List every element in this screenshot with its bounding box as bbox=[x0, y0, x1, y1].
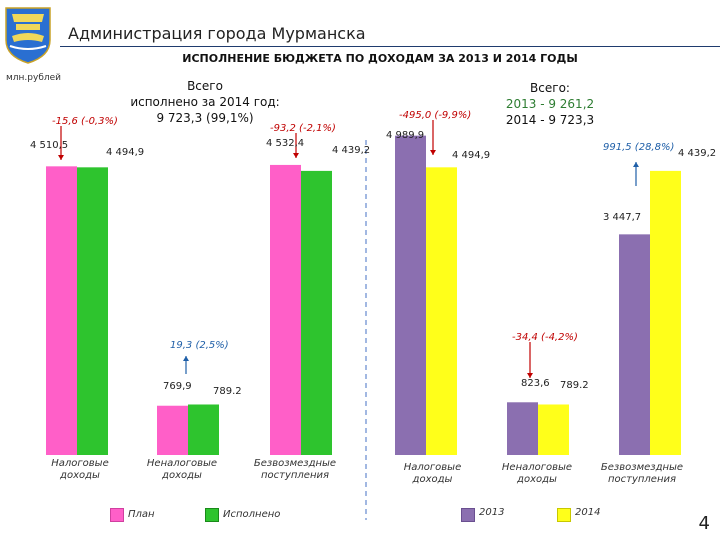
left-bar-2-0 bbox=[270, 164, 301, 456]
right-value-label-1-0: 823,6 bbox=[521, 378, 550, 389]
left-category-label-2: Безвозмездные поступления bbox=[253, 458, 337, 481]
unit-label: млн.рублей bbox=[6, 73, 62, 83]
right-value-label-2-1: 4 439,2 bbox=[678, 148, 717, 159]
legend-executed-swatch bbox=[205, 508, 219, 522]
right-bar-1-1 bbox=[538, 404, 569, 455]
right-bar-1-0 bbox=[507, 402, 538, 455]
left-change-note-0: -15,6 (-0,3%) bbox=[52, 116, 118, 127]
left-bar-1-1 bbox=[188, 404, 219, 455]
right-bar-0-0 bbox=[395, 135, 426, 455]
right-change-arrowhead-0 bbox=[430, 150, 436, 155]
right-category-label-0: Налоговые доходы bbox=[403, 462, 462, 485]
right-value-label-1-1: 789.2 bbox=[560, 380, 589, 391]
total-right-line2: 2013 - 9 261,2 bbox=[505, 97, 595, 111]
legend-executed-label: Исполнено bbox=[223, 509, 281, 520]
total-right-line1: Всего: bbox=[530, 81, 570, 95]
city-emblem-icon bbox=[5, 7, 51, 64]
legend-plan-swatch bbox=[110, 508, 124, 522]
right-change-note-2: 991,5 (28,8%) bbox=[603, 142, 675, 153]
total-left-block: Всего исполнено за 2014 год: 9 723,3 (99… bbox=[120, 78, 290, 126]
left-change-note-1: 19,3 (2,5%) bbox=[170, 340, 229, 351]
right-bar-2-0 bbox=[619, 234, 650, 455]
right-bar-2-1 bbox=[650, 170, 681, 455]
left-change-note-2: -93,2 (-2,1%) bbox=[270, 123, 336, 134]
slide-title: ИСПОЛНЕНИЕ БЮДЖЕТА ПО ДОХОДАМ ЗА 2013 И … bbox=[182, 52, 578, 65]
right-change-arrowhead-1 bbox=[527, 373, 533, 378]
left-bar-0-1 bbox=[77, 167, 108, 455]
left-bar-0-0 bbox=[46, 166, 77, 455]
left-value-label-0-0: 4 510,5 bbox=[30, 140, 69, 151]
right-category-label-2: Безвозмездные поступления bbox=[600, 462, 684, 485]
left-change-arrowhead-2 bbox=[293, 153, 299, 158]
right-category-label-1: Неналоговые доходы bbox=[501, 462, 573, 485]
left-value-label-1-0: 769,9 bbox=[163, 381, 192, 392]
left-value-label-1-1: 789.2 bbox=[213, 386, 242, 397]
header-divider bbox=[60, 46, 720, 47]
left-change-arrowhead-1 bbox=[183, 356, 189, 361]
legend-2014-label: 2014 bbox=[575, 507, 601, 518]
left-category-label-1: Неналоговые доходы bbox=[146, 458, 218, 481]
left-change-arrowhead-0 bbox=[58, 155, 64, 160]
legend-2013-label: 2013 bbox=[479, 507, 505, 518]
page-number: 4 bbox=[698, 513, 710, 534]
legend-plan-label: План bbox=[128, 509, 155, 520]
legend-2014-swatch bbox=[557, 508, 571, 522]
left-bar-2-1 bbox=[301, 170, 332, 455]
right-change-arrowhead-2 bbox=[633, 162, 639, 167]
left-value-label-0-1: 4 494,9 bbox=[106, 147, 145, 158]
left-category-label-0: Налоговые доходы bbox=[51, 458, 109, 481]
total-right-block: Всего: 2013 - 9 261,2 2014 - 9 723,3 bbox=[470, 80, 630, 128]
total-left-line1: Всего bbox=[187, 79, 223, 93]
right-change-note-1: -34,4 (-4,2%) bbox=[512, 332, 578, 343]
right-change-note-0: -495,0 (-9,9%) bbox=[399, 110, 472, 121]
total-left-line3: 9 723,3 (99,1%) bbox=[156, 111, 254, 125]
right-value-label-2-0: 3 447,7 bbox=[603, 212, 642, 223]
header-title: Администрация города Мурманска bbox=[68, 24, 366, 43]
total-left-line2: исполнено за 2014 год: bbox=[130, 95, 280, 109]
right-value-label-0-1: 4 494,9 bbox=[452, 150, 491, 161]
right-value-label-0-0: 4 989,9 bbox=[386, 130, 425, 141]
legend-2013-swatch bbox=[461, 508, 475, 522]
left-bar-1-0 bbox=[157, 405, 188, 455]
left-value-label-2-1: 4 439,2 bbox=[332, 145, 371, 156]
left-value-label-2-0: 4 532,4 bbox=[266, 138, 305, 149]
total-right-line3: 2014 - 9 723,3 bbox=[505, 113, 595, 127]
right-bar-0-1 bbox=[426, 167, 457, 455]
